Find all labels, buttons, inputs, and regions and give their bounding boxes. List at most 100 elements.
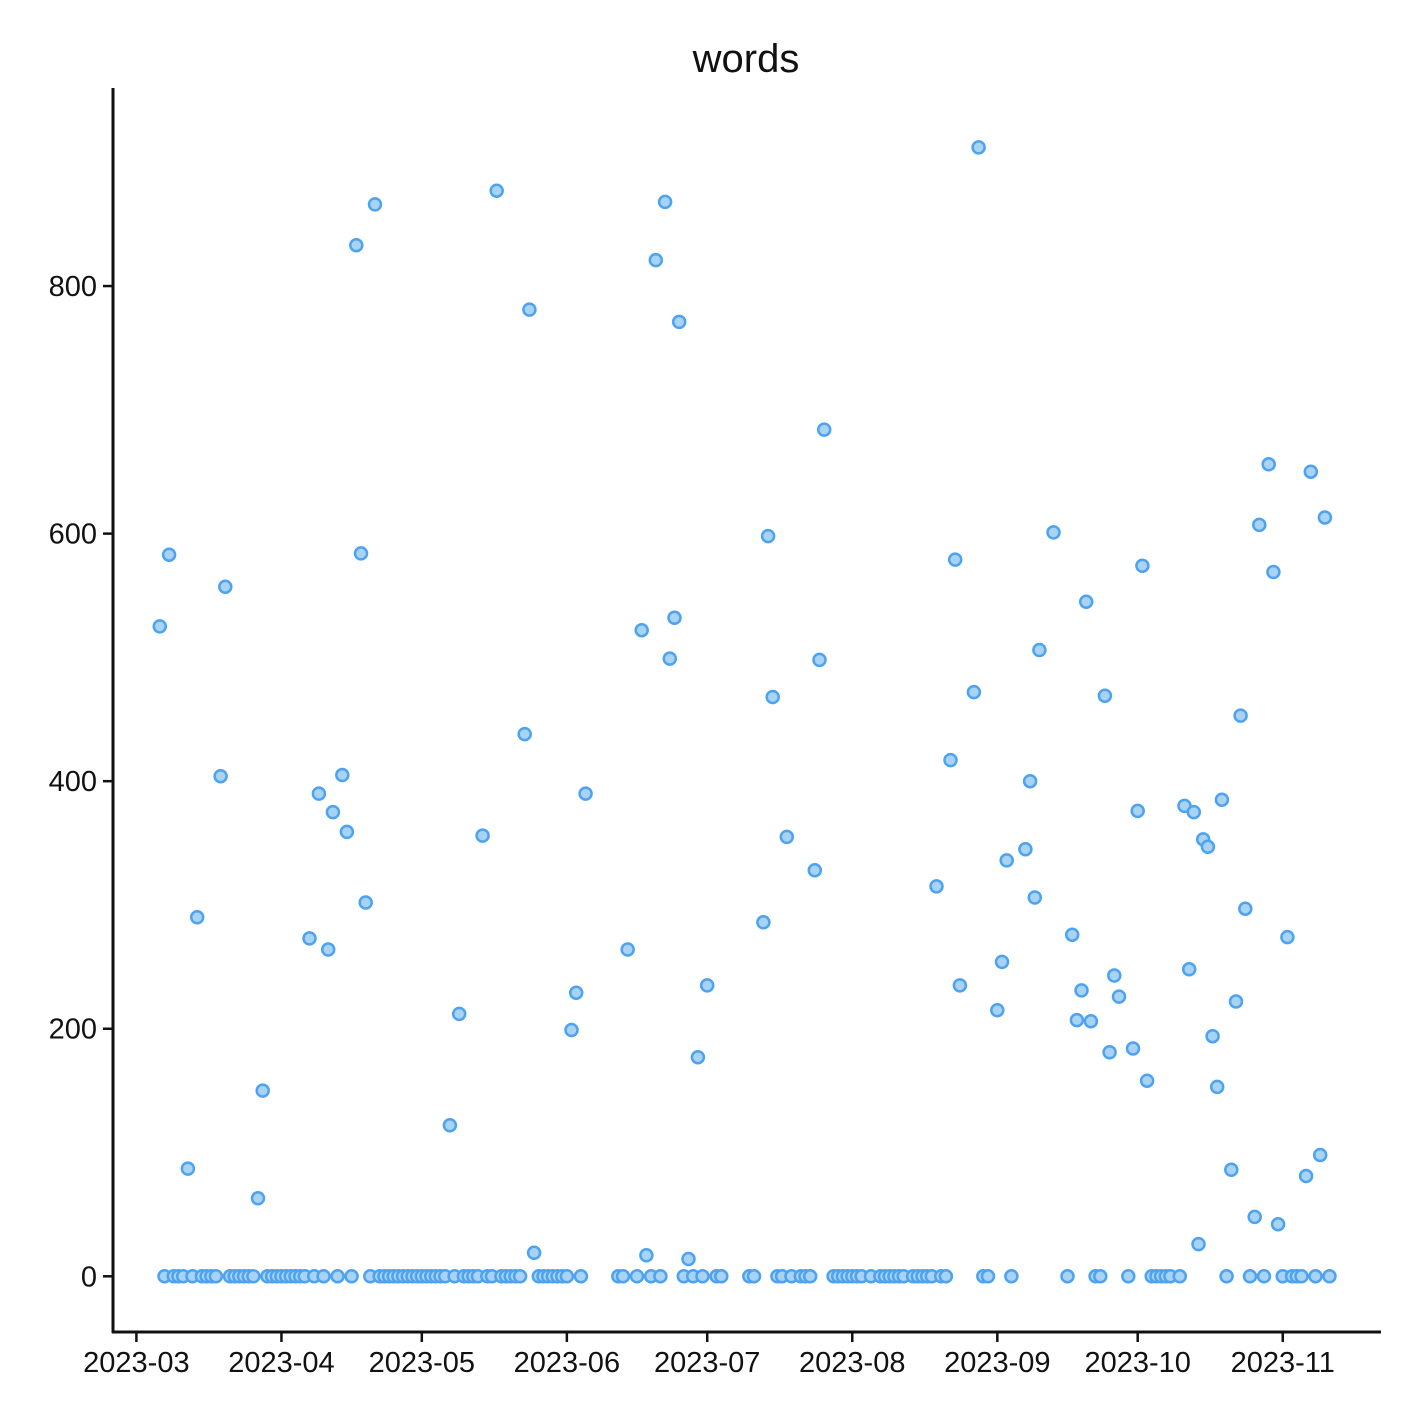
data-point <box>512 1269 528 1284</box>
data-point <box>760 528 776 544</box>
data-point <box>1224 1162 1239 1178</box>
data-point <box>1083 1014 1099 1029</box>
data-point <box>526 1245 542 1261</box>
data-point <box>1233 708 1248 723</box>
data-point <box>999 853 1014 868</box>
data-point <box>320 942 336 957</box>
data-point <box>1322 1269 1337 1284</box>
data-point <box>330 1269 345 1284</box>
data-point <box>451 1006 467 1022</box>
data-point <box>1191 1236 1206 1252</box>
data-point <box>316 1269 331 1284</box>
data-point <box>629 1269 645 1284</box>
y-tick-label: 800 <box>49 271 97 303</box>
data-point <box>1121 1269 1136 1284</box>
x-tick-label: 2023-11 <box>1231 1347 1335 1379</box>
data-point <box>1018 842 1033 857</box>
data-point <box>990 1002 1005 1018</box>
data-point <box>634 622 649 638</box>
data-point <box>218 579 233 595</box>
data-point <box>662 651 678 666</box>
data-point <box>1107 968 1122 983</box>
y-tick-label: 400 <box>49 766 97 798</box>
data-point <box>367 197 383 212</box>
x-tick-label: 2023-07 <box>654 1347 760 1379</box>
data-point <box>1125 1041 1141 1056</box>
data-point <box>1298 1168 1314 1184</box>
data-point <box>1294 1269 1309 1284</box>
data-point <box>208 1269 224 1284</box>
data-point <box>1261 457 1276 472</box>
data-point <box>559 1269 575 1284</box>
data-point <box>690 1049 706 1065</box>
data-point <box>779 829 795 845</box>
data-point <box>475 828 490 843</box>
data-point <box>1308 1269 1323 1284</box>
data-point <box>311 786 327 801</box>
data-point <box>1064 927 1080 942</box>
data-point <box>971 140 986 155</box>
data-point <box>152 619 168 634</box>
data-point <box>1181 962 1197 977</box>
x-tick-label: 2023-03 <box>83 1347 189 1379</box>
data-point <box>667 610 682 626</box>
data-point <box>578 786 593 801</box>
data-point <box>573 1269 589 1284</box>
data-point <box>246 1269 261 1284</box>
data-point <box>1209 1079 1225 1095</box>
data-point <box>1219 1269 1234 1284</box>
x-tick-label: 2023-10 <box>1084 1347 1190 1379</box>
data-point <box>938 1269 954 1284</box>
data-point <box>489 183 504 198</box>
data-point <box>349 237 364 253</box>
data-point <box>255 1083 270 1098</box>
data-point <box>335 767 350 783</box>
data-point <box>213 768 228 784</box>
data-point <box>358 895 373 910</box>
data-point <box>302 931 317 946</box>
data-point <box>816 422 832 437</box>
data-point <box>1238 901 1253 916</box>
data-point <box>1252 517 1267 533</box>
data-point <box>344 1269 359 1284</box>
data-point <box>1060 1269 1075 1284</box>
data-point <box>1303 464 1319 479</box>
data-point <box>1078 594 1094 609</box>
data-point <box>947 552 963 567</box>
data-point <box>1200 839 1216 855</box>
data-point <box>564 1022 579 1038</box>
data-point <box>653 1269 668 1284</box>
data-point <box>929 879 944 894</box>
data-point <box>980 1269 996 1284</box>
data-point <box>1172 1269 1188 1284</box>
data-point <box>517 726 532 742</box>
x-tick-label: 2023-04 <box>228 1347 334 1379</box>
data-point <box>1022 773 1038 789</box>
x-tick-label: 2023-06 <box>514 1347 620 1379</box>
x-tick-label: 2023-08 <box>799 1347 905 1379</box>
data-point <box>1027 890 1043 905</box>
data-point <box>695 1269 710 1284</box>
x-tick-label: 2023-09 <box>944 1347 1050 1379</box>
data-point <box>648 252 664 268</box>
data-point <box>1247 1209 1262 1225</box>
chart-title: words <box>692 37 800 81</box>
data-point <box>189 910 205 925</box>
data-point <box>522 302 537 317</box>
x-tick-label: 2023-05 <box>369 1347 475 1379</box>
data-point <box>339 824 355 840</box>
data-point <box>1004 1269 1019 1284</box>
data-point <box>568 985 584 1001</box>
data-point <box>756 915 771 930</box>
data-point <box>1102 1045 1117 1060</box>
data-point <box>1046 525 1061 540</box>
data-point <box>1069 1012 1085 1028</box>
data-point <box>1135 558 1150 574</box>
data-point <box>325 804 341 820</box>
data-point <box>657 194 673 210</box>
data-point <box>1111 989 1127 1004</box>
data-point <box>620 942 635 957</box>
data-point <box>1093 1269 1108 1284</box>
data-point <box>952 978 968 993</box>
